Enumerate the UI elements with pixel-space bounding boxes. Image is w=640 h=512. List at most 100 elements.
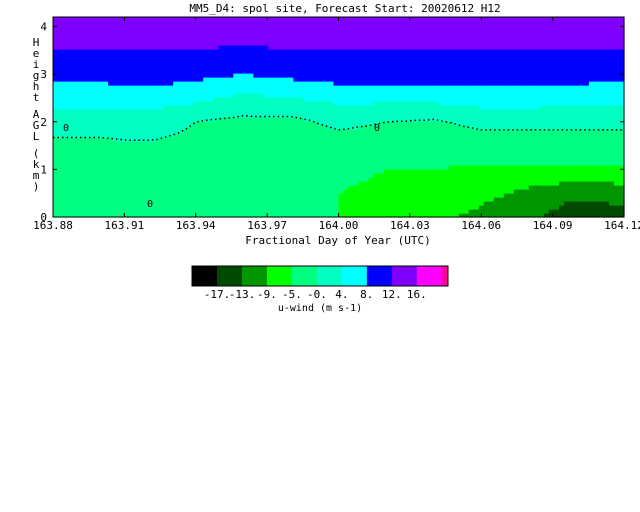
field-cell <box>328 65 335 70</box>
field-cell <box>518 93 525 98</box>
field-cell <box>113 53 119 58</box>
field-cell <box>458 209 465 214</box>
field-cell <box>423 41 430 46</box>
field-cell <box>143 89 149 94</box>
field-cell <box>538 29 545 34</box>
field-cell <box>103 33 109 38</box>
field-cell <box>128 105 134 110</box>
field-cell <box>443 205 450 210</box>
field-cell <box>333 109 340 114</box>
field-cell <box>128 41 134 46</box>
field-cell <box>98 85 104 90</box>
field-cell <box>298 37 305 42</box>
field-cell <box>428 177 435 182</box>
field-cell <box>408 89 415 94</box>
field-cell <box>463 17 470 22</box>
field-cell <box>193 149 199 154</box>
field-cell <box>463 61 470 66</box>
field-cell <box>388 105 395 110</box>
field-cell <box>83 25 89 30</box>
field-cell <box>338 161 345 166</box>
field-cell <box>503 181 510 186</box>
field-cell <box>473 161 480 166</box>
field-cell <box>378 185 385 190</box>
field-cell <box>443 69 450 74</box>
field-cell <box>408 105 415 110</box>
field-cell <box>173 117 179 122</box>
field-cell <box>103 21 109 26</box>
field-cell <box>493 153 500 158</box>
field-cell <box>123 97 129 102</box>
field-cell <box>353 21 360 26</box>
field-cell <box>188 125 194 130</box>
field-cell <box>483 157 490 162</box>
field-cell <box>73 49 79 54</box>
field-cell <box>468 53 475 58</box>
field-cell <box>68 37 74 42</box>
field-cell <box>518 101 525 106</box>
field-cell <box>93 73 99 78</box>
field-cell <box>188 201 194 206</box>
field-cell <box>313 165 320 170</box>
field-cell <box>53 121 59 126</box>
field-cell <box>388 157 395 162</box>
field-cell <box>488 201 495 206</box>
field-cell <box>523 145 530 150</box>
field-cell <box>458 57 465 62</box>
field-cell <box>348 69 355 74</box>
field-cell <box>538 45 545 50</box>
field-cell <box>523 73 530 78</box>
field-cell <box>348 189 355 194</box>
field-cell <box>183 45 189 50</box>
field-cell <box>238 65 244 70</box>
field-cell <box>513 193 520 198</box>
field-cell <box>93 181 99 186</box>
field-cell <box>148 85 154 90</box>
field-cell <box>498 193 505 198</box>
field-cell <box>538 197 545 202</box>
field-cell <box>68 141 74 146</box>
field-cell <box>348 213 355 218</box>
field-cell <box>253 213 259 218</box>
field-cell <box>253 149 259 154</box>
field-cell <box>383 73 390 78</box>
field-cell <box>458 205 465 210</box>
field-cell <box>58 205 64 210</box>
field-cell <box>93 97 99 102</box>
field-cell <box>498 137 505 142</box>
field-cell <box>358 169 365 174</box>
field-cell <box>473 189 480 194</box>
field-cell <box>498 37 505 42</box>
field-cell <box>288 157 295 162</box>
field-cell <box>328 197 335 202</box>
field-cell <box>523 129 530 134</box>
field-cell <box>338 53 345 58</box>
field-cell <box>243 65 249 70</box>
field-cell <box>518 69 525 74</box>
field-cell <box>293 25 300 30</box>
field-cell <box>118 181 124 186</box>
field-cell <box>58 49 64 54</box>
field-cell <box>198 113 204 118</box>
field-cell <box>538 17 545 22</box>
field-cell <box>423 121 430 126</box>
field-cell <box>53 77 59 82</box>
field-cell <box>218 201 224 206</box>
field-cell <box>93 85 99 90</box>
field-cell <box>508 149 515 154</box>
field-cell <box>248 165 254 170</box>
field-cell <box>188 121 194 126</box>
field-cell <box>168 69 174 74</box>
field-cell <box>108 161 114 166</box>
field-cell <box>543 153 550 158</box>
field-cell <box>403 161 410 166</box>
field-cell <box>493 81 500 86</box>
field-cell <box>428 33 435 38</box>
field-cell <box>313 149 320 154</box>
field-cell <box>513 189 520 194</box>
field-cell <box>393 81 400 86</box>
field-cell <box>403 133 410 138</box>
field-cell <box>283 77 290 82</box>
field-cell <box>113 49 119 54</box>
field-cell <box>53 189 59 194</box>
